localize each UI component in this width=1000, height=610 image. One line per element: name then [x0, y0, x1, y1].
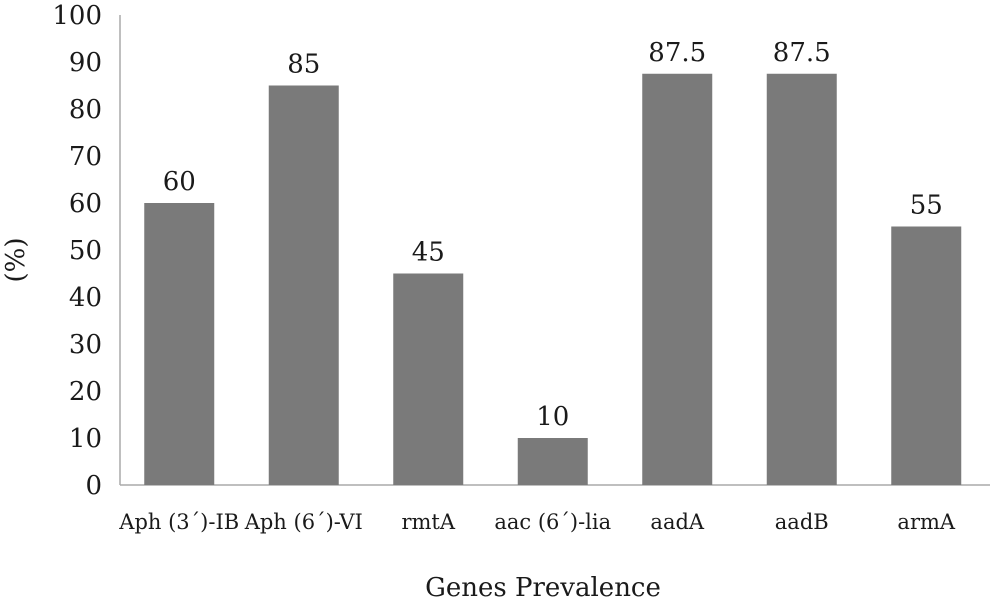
- y-tick-label: 20: [69, 377, 102, 407]
- y-tick-label: 40: [69, 283, 102, 313]
- bar: [891, 226, 962, 485]
- bars: [144, 73, 962, 485]
- bar-value-label: 87.5: [648, 38, 706, 68]
- x-category-label: rmtA: [401, 510, 455, 534]
- bar-value-label: 85: [287, 50, 320, 80]
- y-tick-label: 50: [69, 236, 102, 266]
- data-labels: 60 85 45 10 87.5 87.5 55: [163, 38, 943, 432]
- y-tick-label: 30: [69, 330, 102, 360]
- bar-value-label: 60: [163, 167, 196, 197]
- x-axis-title: Genes Prevalence: [425, 573, 661, 603]
- x-category-label: Aph (6´)-VI: [244, 510, 363, 534]
- x-category-label: aadB: [775, 510, 829, 534]
- x-category-label: Aph (3´)-IB: [118, 510, 239, 534]
- y-tick-label: 70: [69, 142, 102, 172]
- y-tick-label: 80: [69, 95, 102, 125]
- y-tick-label: 0: [85, 471, 102, 501]
- y-tick-label: 100: [52, 1, 102, 31]
- bar: [144, 203, 215, 485]
- bar: [766, 73, 837, 485]
- y-axis-ticks: 0 10 20 30 40 50 60 70 80 90 100: [52, 1, 102, 501]
- y-tick-label: 90: [69, 48, 102, 78]
- bar: [393, 273, 464, 485]
- bar-value-label: 55: [910, 191, 943, 221]
- y-tick-label: 60: [69, 189, 102, 219]
- bar: [268, 85, 339, 485]
- bar-value-label: 87.5: [773, 38, 831, 68]
- x-category-label: armA: [897, 510, 955, 534]
- x-axis-category-labels: Aph (3´)-IB Aph (6´)-VI rmtA aac (6´)-lia aa…: [118, 510, 956, 534]
- x-category-label: aac (6´)-lia: [494, 510, 611, 534]
- bar: [642, 73, 713, 485]
- bar: [517, 438, 588, 485]
- y-tick-label: 10: [69, 424, 102, 454]
- bar-value-label: 10: [536, 402, 569, 432]
- x-category-label: aadA: [650, 510, 704, 534]
- y-axis-title: (%): [1, 238, 31, 283]
- bar-value-label: 45: [412, 238, 445, 268]
